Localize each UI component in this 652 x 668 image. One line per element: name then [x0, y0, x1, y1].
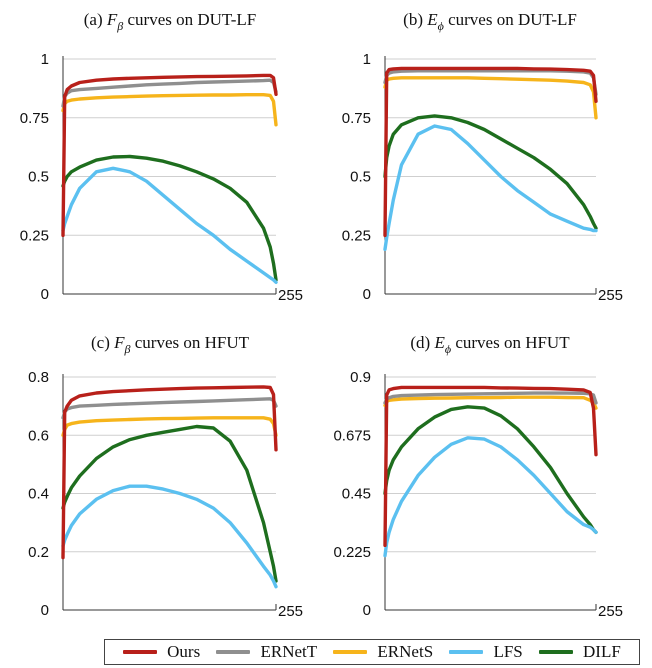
chart-title-suffix: curves on DUT-LF — [123, 10, 256, 29]
series-line-lfs — [383, 436, 598, 558]
series-line-dilf — [383, 114, 598, 230]
chart-title-prefix: (b) — [403, 10, 427, 29]
series-line-ernets — [383, 76, 598, 120]
y-tick-label: 0.675 — [333, 427, 371, 444]
series-line-ernets — [61, 416, 278, 437]
legend-label-ours: Ours — [167, 642, 201, 661]
legend-swatch-ernets — [333, 650, 368, 654]
x-tick-label: 255 — [278, 287, 303, 304]
legend-label-dilf: DILF — [583, 642, 621, 661]
legend: Ours ERNetT ERNetS LFS DILF — [104, 639, 640, 665]
legend-item-ours: Ours — [123, 642, 200, 662]
y-tick-label: 0 — [363, 286, 371, 303]
chart-panel-4: (d) Eϕ curves on HFUT 0 0.225 0.45 0.675 0.9 2… — [333, 333, 623, 620]
y-tick-label: 0.45 — [342, 486, 371, 503]
y-tick-label: 0.75 — [342, 110, 371, 127]
series-line-ernett — [61, 78, 278, 108]
chart-title-symbol: F — [113, 333, 125, 352]
x-tick-label: 255 — [278, 603, 303, 620]
chart-panel-1: (a) Fβ curves on DUT-LF 0 0.25 0.5 0.75 1 255 — [20, 10, 303, 304]
legend-item-dilf: DILF — [539, 642, 621, 662]
chart-title: (a) Fβ curves on DUT-LF — [84, 10, 257, 33]
legend-swatch-lfs — [449, 650, 484, 654]
chart-title-suffix: curves on HFUT — [130, 333, 249, 352]
y-tick-label: 0.9 — [350, 369, 371, 386]
x-tick-label: 255 — [598, 603, 623, 620]
series-line-ours — [61, 385, 278, 560]
chart-panel-3: (c) Fβ curves on HFUT 0 0.2 0.4 0.6 0.8 255 — [28, 333, 303, 620]
chart-panel-2: (b) Eϕ curves on DUT-LF 0 0.25 0.5 0.75 1 255 — [342, 10, 623, 304]
chart-title-subscript: ϕ — [438, 19, 444, 33]
y-tick-label: 0.2 — [28, 544, 49, 561]
chart-title-symbol: F — [106, 10, 118, 29]
y-tick-label: 0.4 — [28, 486, 49, 503]
legend-item-ernets: ERNetS — [333, 642, 433, 662]
chart-title-prefix: (d) — [410, 333, 434, 352]
y-tick-label: 0.5 — [28, 169, 49, 186]
chart-grid: (a) Fβ curves on DUT-LF00.250.50.751255(… — [20, 10, 623, 620]
legend-item-lfs: LFS — [449, 642, 523, 662]
chart-title-subscript: β — [124, 342, 131, 356]
y-tick-label: 0 — [41, 286, 49, 303]
y-tick-label: 0.225 — [333, 544, 371, 561]
chart-title-prefix: (a) — [84, 10, 107, 29]
y-tick-label: 0.25 — [342, 227, 371, 244]
series-line-dilf — [61, 154, 278, 282]
x-tick-label: 255 — [598, 287, 623, 304]
series-line-ours — [61, 73, 278, 238]
chart-title: (b) Eϕ curves on DUT-LF — [403, 10, 577, 33]
chart-title-subscript: β — [116, 19, 123, 33]
series-line-ours — [383, 66, 598, 238]
chart-title-suffix: curves on DUT-LF — [444, 10, 577, 29]
series-line-lfs — [383, 124, 598, 252]
chart-title: (d) Eϕ curves on HFUT — [410, 333, 570, 356]
y-tick-label: 0 — [363, 602, 371, 619]
series-line-lfs — [61, 484, 278, 589]
chart-title-symbol: E — [433, 333, 445, 352]
y-tick-label: 0.8 — [28, 369, 49, 386]
series-line-ernett — [383, 391, 598, 405]
series-line-ernets — [61, 92, 278, 127]
chart-title-symbol: E — [426, 10, 438, 29]
chart-title: (c) Fβ curves on HFUT — [91, 333, 250, 356]
y-tick-label: 0.6 — [28, 427, 49, 444]
legend-label-lfs: LFS — [493, 642, 523, 661]
series-line-ernets — [383, 395, 598, 410]
y-tick-label: 1 — [41, 51, 49, 68]
series-line-lfs — [61, 166, 278, 284]
chart-title-suffix: curves on HFUT — [451, 333, 570, 352]
legend-swatch-ernett — [216, 650, 251, 654]
series-line-dilf — [383, 405, 598, 534]
legend-label-ernets: ERNetS — [377, 642, 434, 661]
y-tick-label: 0 — [41, 602, 49, 619]
chart-title-subscript: ϕ — [445, 342, 451, 356]
legend-swatch-dilf — [539, 650, 574, 654]
series-line-ernett — [61, 397, 278, 420]
y-tick-label: 0.75 — [20, 110, 49, 127]
chart-title-prefix: (c) — [91, 333, 114, 352]
legend-swatch-ours — [123, 650, 158, 654]
y-tick-label: 1 — [363, 51, 371, 68]
legend-item-ernett: ERNetT — [216, 642, 317, 662]
legend-label-ernett: ERNetT — [260, 642, 318, 661]
series-line-dilf — [61, 424, 278, 583]
series-line-ours — [383, 385, 598, 547]
y-tick-label: 0.5 — [350, 169, 371, 186]
y-tick-label: 0.25 — [20, 227, 49, 244]
